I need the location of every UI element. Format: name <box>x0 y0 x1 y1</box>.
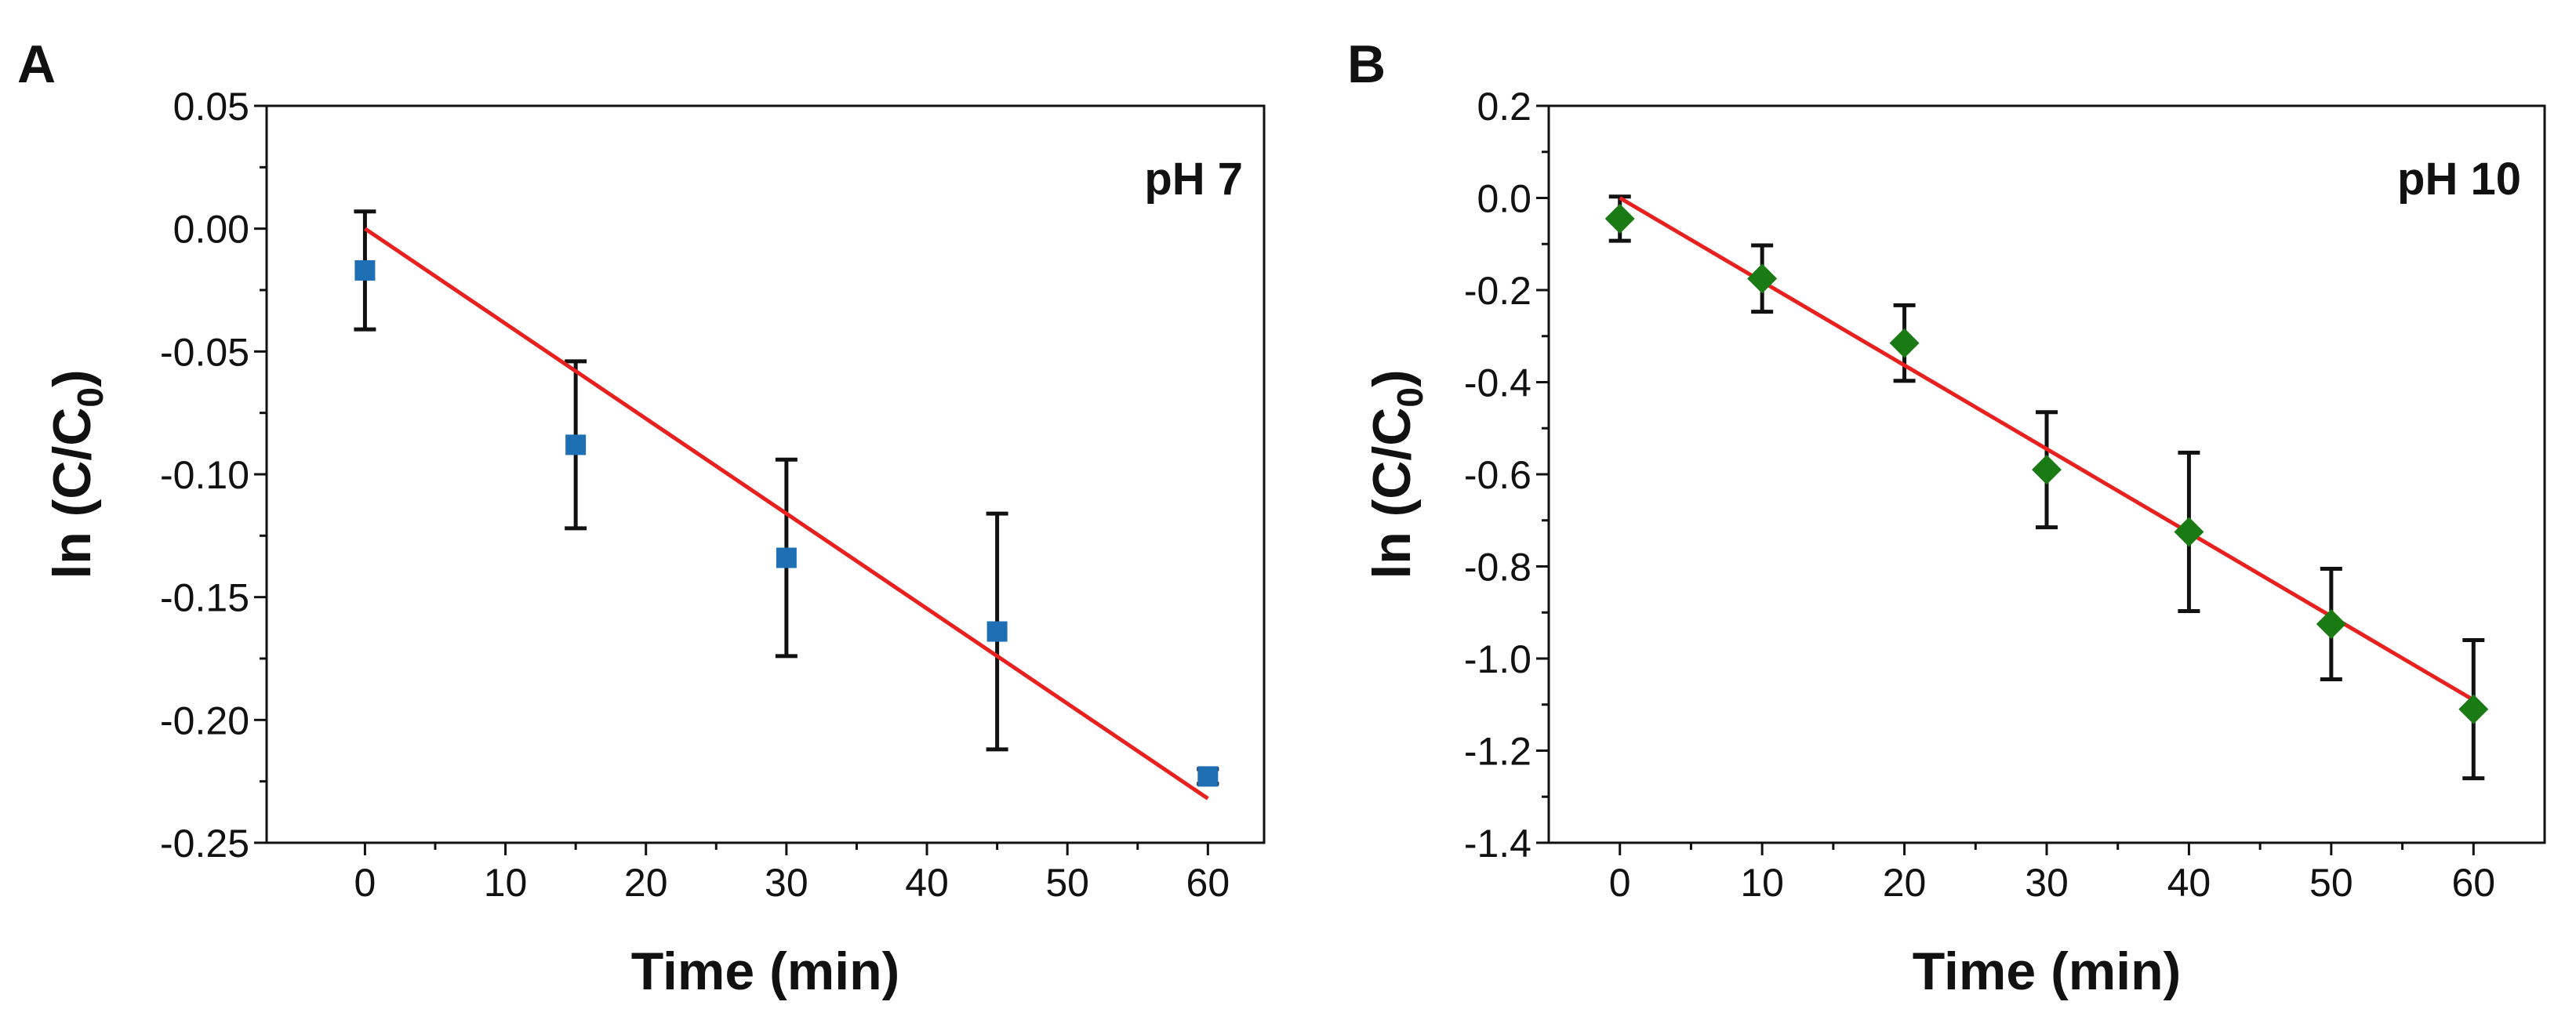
data-point <box>2174 517 2204 547</box>
plot-frame <box>265 104 1266 844</box>
y-tick-label: -1.0 <box>1464 637 1531 681</box>
y-axis-title-subscript: 0 <box>1390 387 1430 408</box>
y-tick-label: -0.2 <box>1464 269 1531 313</box>
data-point <box>2032 455 2062 485</box>
ph-annotation: pH 7 <box>1144 154 1243 205</box>
y-tick-label: -0.8 <box>1464 546 1531 590</box>
x-tick-label: 30 <box>765 861 808 905</box>
y-tick-label: -0.10 <box>160 453 249 497</box>
x-tick-label: 40 <box>2167 861 2211 905</box>
y-tick-label: -1.2 <box>1464 730 1531 774</box>
x-tick-label: 50 <box>2309 861 2353 905</box>
data-point <box>2316 608 2346 639</box>
panel-b: B 0 10 20 30 40 50 60 -1.4 -1.2 -1.0 -0.8 -0.6 -0.4 -0… <box>1347 34 2546 1001</box>
panel-a: A 0 10 20 30 40 50 60 -0.25 -0.20 -0.15 -0.10 -0.05 0… <box>17 34 1266 1001</box>
x-tick-label: 0 <box>354 861 376 905</box>
y-axis-title-main: ln (C/C <box>1362 408 1422 579</box>
fit-line <box>364 227 1209 800</box>
y-tick-label: 0.05 <box>173 85 249 129</box>
x-tick-label: 0 <box>1609 861 1631 905</box>
y-axis-title-close: ) <box>1362 369 1422 387</box>
x-tick-label: 50 <box>1045 861 1089 905</box>
data-point <box>1747 263 1778 294</box>
y-tick-label: 0.0 <box>1477 177 1531 221</box>
x-tick-label: 10 <box>1740 861 1784 905</box>
y-axis-title-close: ) <box>42 369 102 387</box>
x-tick-label: 20 <box>624 861 668 905</box>
y-tick-label: -0.15 <box>160 576 249 620</box>
data-point <box>2458 694 2489 724</box>
fit-line <box>1619 196 2475 702</box>
data-point <box>565 434 587 455</box>
x-tick-label: 20 <box>1883 861 1927 905</box>
y-axis-title-main: ln (C/C <box>42 408 102 579</box>
y-tick-label: -1.4 <box>1464 822 1531 866</box>
x-tick-label: 40 <box>905 861 949 905</box>
y-tick-label: -0.25 <box>160 822 249 866</box>
data-point <box>986 621 1008 642</box>
x-tick-label: 30 <box>2025 861 2069 905</box>
x-axis-title: Time (min) <box>631 942 900 1001</box>
panel-label: B <box>1347 34 1386 94</box>
y-tick-label: -0.05 <box>160 330 249 374</box>
data-point <box>776 547 797 568</box>
y-tick-label: -0.4 <box>1464 361 1531 405</box>
data-point <box>354 259 376 281</box>
data-point <box>1889 328 1920 358</box>
y-tick-label: -0.6 <box>1464 453 1531 497</box>
data-point <box>1197 766 1219 787</box>
x-tick-label: 60 <box>2451 861 2495 905</box>
y-axis-title: ln (C/C0) <box>42 369 111 579</box>
ph-annotation: pH 10 <box>2397 154 2521 205</box>
y-tick-label: 0.2 <box>1477 85 1531 129</box>
data-point <box>1604 203 1635 234</box>
x-tick-label: 10 <box>484 861 528 905</box>
x-axis-title: Time (min) <box>1913 942 2182 1001</box>
y-tick-label: 0.00 <box>173 208 249 252</box>
x-tick-label: 60 <box>1186 861 1230 905</box>
y-axis-title: ln (C/C0) <box>1362 369 1430 579</box>
panel-label: A <box>17 34 56 94</box>
y-axis-title-subscript: 0 <box>70 387 111 408</box>
y-tick-label: -0.20 <box>160 699 249 742</box>
